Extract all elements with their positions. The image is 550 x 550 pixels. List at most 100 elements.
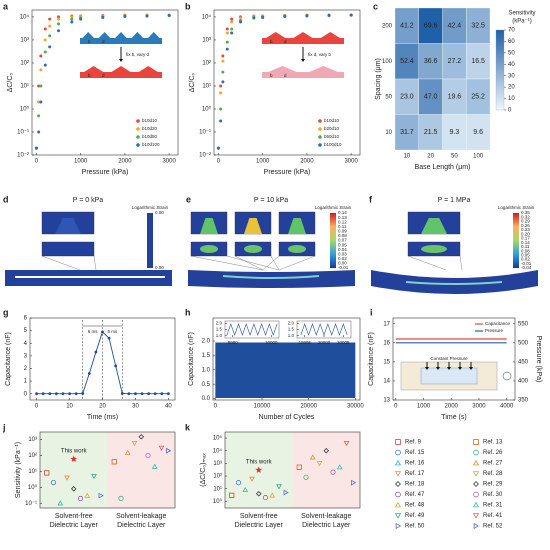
y-tick-label: 10² (20, 61, 29, 67)
arrow-head (425, 367, 429, 370)
zoom-lines (262, 255, 316, 271)
point (249, 476, 255, 482)
point (48, 17, 52, 21)
y-tick-label: 1.0 (288, 333, 295, 338)
y-tick-label: 10² (213, 474, 222, 480)
schematic (502, 371, 512, 381)
point (54, 392, 58, 396)
y-tick-label: 10 (385, 130, 392, 136)
category-label: Solvent-free (55, 513, 93, 520)
y-tick-label: 400 (518, 379, 529, 385)
point (39, 54, 43, 58)
colorbar-label: -0.01 (521, 261, 532, 266)
legend-label: b10d50 (142, 134, 158, 139)
structure (55, 218, 81, 234)
cell-label: 19.6 (448, 94, 462, 101)
cell-label: 23.0 (400, 94, 414, 101)
arrow-head (458, 367, 462, 370)
legend-label: Ref. 28 (483, 471, 503, 477)
heat-cell (466, 114, 491, 151)
x-axis-label: Time (ms) (87, 414, 118, 421)
colorbar-label: 0.00 (338, 261, 347, 266)
legend-marker (395, 449, 401, 456)
point (225, 31, 229, 35)
y-tick-label: 14 (383, 379, 390, 385)
y-tick-label: 10¹ (28, 469, 37, 475)
x-tick-label: 30000 (347, 404, 364, 410)
y-tick-label: 550 (518, 321, 529, 327)
y-tick-label: 13 (383, 398, 390, 404)
schematic (262, 32, 344, 44)
legend-marker (395, 513, 401, 519)
legend-label: Ref. 15 (405, 450, 425, 456)
strain-region (421, 245, 447, 253)
colorbar (330, 213, 336, 268)
legend-label: Ref. 41 (483, 513, 503, 519)
point (114, 364, 118, 368)
point (219, 119, 223, 123)
legend-label: b50d10 (324, 134, 340, 139)
legend-marker (473, 459, 479, 466)
point (37, 84, 41, 88)
panel-label: c (373, 1, 378, 11)
y-tick-label: 10² (202, 61, 211, 67)
cell-label: 69.6 (424, 23, 438, 30)
colorbar-label: 0.08 (521, 248, 530, 253)
substrate (188, 270, 355, 288)
point (230, 17, 234, 21)
x-tick-label: 30 (132, 404, 139, 410)
y-tick-label: 2.0 (216, 321, 223, 326)
colorbar-label: 0.00 (155, 210, 164, 215)
cell-label: 27.2 (448, 58, 462, 65)
legend-marker (395, 439, 401, 445)
point (107, 336, 111, 340)
legend-label: Ref. 29 (483, 482, 503, 488)
colorbar-label: 0.05 (521, 252, 530, 257)
colorbar-title: Logarithmic Strain (315, 205, 352, 210)
legend-label: b10d100 (142, 142, 160, 147)
point (91, 474, 97, 480)
schematic (420, 367, 478, 385)
x-axis-label: Pressure (kPa) (82, 169, 129, 176)
point (70, 20, 74, 24)
y-tick-label: 10⁴ (202, 14, 212, 21)
point (111, 459, 117, 465)
gap (15, 276, 165, 278)
point (131, 441, 138, 447)
point (138, 434, 144, 440)
x-tick-label: 0 (35, 404, 39, 410)
point (252, 16, 256, 20)
x-tick-label: 2000 (118, 159, 132, 165)
x-tick-label: 19995 (298, 340, 311, 345)
legend-label: Ref. 9 (405, 440, 422, 446)
legend-label: Ref. 18 (405, 482, 425, 488)
y-tick-label: 10⁴ (213, 447, 223, 454)
x-tick-label: 1000 (256, 159, 270, 165)
cell-label: 41.2 (400, 23, 414, 30)
x-tick-label: 3000 (472, 404, 486, 410)
inset-label: b (270, 73, 273, 78)
plot-frame (31, 9, 179, 156)
category-label: Solvent-leakage (116, 513, 166, 520)
y-tick-label: 500 (518, 340, 529, 346)
colorbar-label: 0.14 (338, 210, 347, 215)
inset-label: d (284, 39, 287, 44)
plot-frame (392, 317, 516, 401)
legend-marker (318, 143, 322, 147)
colorbar-label: 0.09 (338, 229, 347, 234)
cell-label: 52.4 (400, 58, 414, 65)
legend-marker (473, 491, 479, 498)
x-tick-label: 50 (451, 154, 458, 160)
y-tick-label: 0 (24, 391, 28, 397)
strain-band (405, 281, 503, 285)
colorbar-label: 0.11 (521, 244, 530, 249)
colorbar-label: 0.13 (338, 215, 347, 220)
category-bg (107, 432, 175, 508)
colorbar-label: 0.02 (338, 256, 347, 261)
structure (244, 218, 262, 234)
point (140, 392, 144, 396)
point (269, 492, 276, 498)
y-tick-label: 10⁰ (202, 106, 212, 113)
point (145, 452, 151, 459)
